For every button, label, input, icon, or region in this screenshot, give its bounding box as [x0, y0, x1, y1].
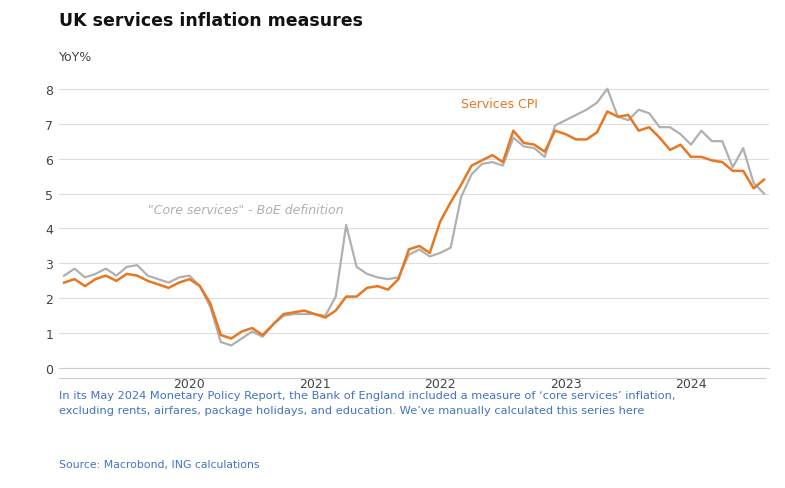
- Text: "Core services" - BoE definition: "Core services" - BoE definition: [148, 203, 343, 216]
- Text: Source: Macrobond, ING calculations: Source: Macrobond, ING calculations: [59, 459, 259, 468]
- Text: YoY%: YoY%: [59, 51, 92, 64]
- Text: UK services inflation measures: UK services inflation measures: [59, 12, 363, 30]
- Text: Services CPI: Services CPI: [461, 98, 538, 110]
- Text: In its May 2024 Monetary Policy Report, the Bank of England included a measure o: In its May 2024 Monetary Policy Report, …: [59, 390, 675, 415]
